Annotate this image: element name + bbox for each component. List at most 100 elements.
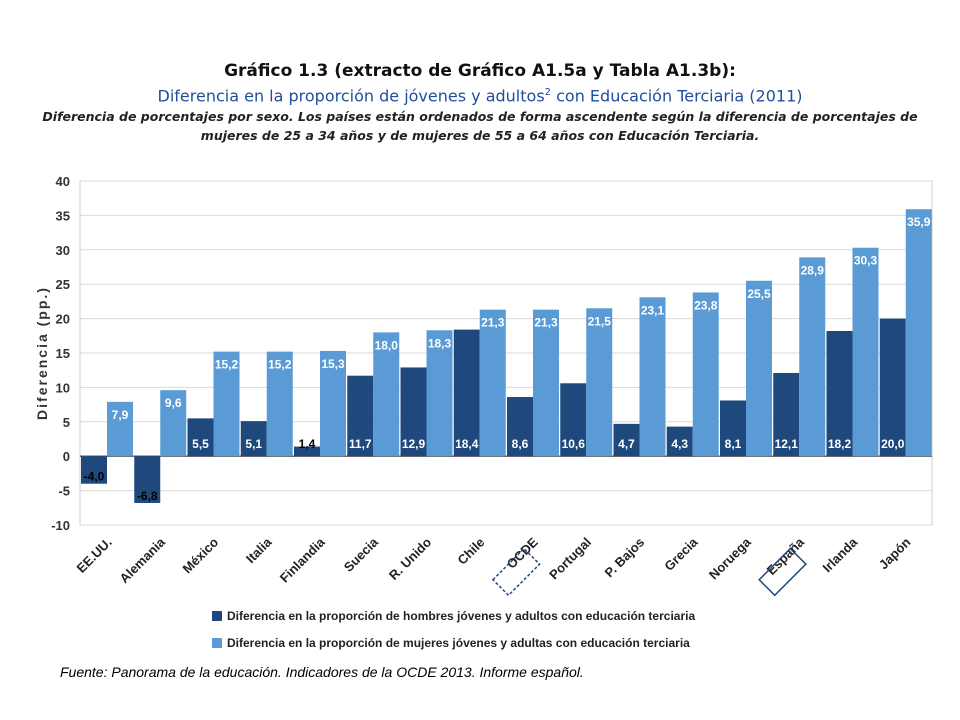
data-label: 28,9 (801, 263, 825, 277)
bar-series1 (453, 329, 480, 457)
bar-series2 (905, 209, 932, 457)
data-label: 7,9 (112, 408, 129, 422)
bar-series1 (81, 456, 107, 484)
source-note: Fuente: Panorama de la educación. Indica… (60, 664, 584, 680)
x-tick-label: México (179, 534, 221, 576)
legend-label: Diferencia en la proporción de hombres j… (227, 609, 695, 623)
bar-series2 (852, 247, 879, 457)
bar-series1 (187, 418, 214, 457)
bar-series1 (134, 456, 161, 503)
x-tick-label: OCDE (504, 534, 541, 571)
data-label: -6,8 (137, 489, 158, 503)
bar-series1 (613, 423, 640, 457)
data-label: 1,4 (299, 437, 316, 451)
data-label: 9,6 (165, 396, 182, 410)
y-tick-label: 35 (56, 208, 70, 223)
x-tick-label: P. Bajos (602, 535, 648, 581)
bar-series1 (400, 367, 427, 457)
chart-description: Diferencia de porcentajes por sexo. Los … (42, 109, 918, 144)
bar-series2 (586, 308, 613, 457)
x-tick-label: Finlandia (277, 534, 328, 585)
data-label: 23,1 (641, 303, 665, 317)
y-tick-label: 10 (56, 380, 70, 395)
data-label: 30,3 (854, 254, 878, 268)
data-label: 15,2 (268, 358, 292, 372)
data-label: 15,2 (215, 358, 239, 372)
data-label: 35,9 (907, 215, 931, 229)
bar-series1 (666, 426, 693, 457)
data-label: 11,7 (349, 437, 372, 451)
data-label: 12,9 (402, 437, 426, 451)
data-label: 10,6 (562, 437, 586, 451)
bar-series2 (266, 351, 293, 457)
data-label: 20,0 (881, 437, 905, 451)
chart-title: Gráfico 1.3 (extracto de Gráfico A1.5a y… (224, 61, 736, 81)
bar-series1 (720, 400, 746, 457)
data-label: 21,3 (481, 316, 505, 330)
x-tick-label: Chile (454, 535, 487, 568)
bar-series1 (560, 383, 587, 457)
legend-swatch (212, 638, 222, 648)
bar-series1 (773, 372, 800, 457)
bar-series2 (746, 280, 772, 457)
data-label: -4,0 (84, 470, 105, 484)
data-label: 8,6 (512, 437, 529, 451)
bar-series1 (240, 421, 267, 457)
highlight-box (758, 547, 807, 597)
x-tick-label: Grecia (661, 534, 701, 574)
bar-series2 (213, 351, 240, 457)
data-label: 18,0 (375, 338, 399, 352)
chart-subtitle-text: Diferencia en la proporción de jóvenes y… (157, 86, 545, 106)
bar-series2 (692, 292, 719, 457)
y-tick-label: 25 (56, 277, 70, 292)
legend-label: Diferencia en la proporción de mujeres j… (227, 636, 690, 650)
x-tick-label: Portugal (546, 535, 594, 583)
chart-subtitle: Diferencia en la proporción de jóvenes y… (0, 82, 960, 107)
bar-series2 (533, 309, 559, 457)
data-label: 5,1 (245, 437, 262, 451)
bar-series1 (347, 375, 374, 457)
data-label: 21,5 (588, 314, 612, 328)
bar-series2 (160, 390, 187, 457)
y-tick-label: 0 (63, 449, 70, 464)
y-tick-label: 5 (63, 415, 70, 430)
data-label: 18,3 (428, 336, 452, 350)
y-axis-label: Diferencia (pp.) (34, 286, 50, 420)
data-label: 8,1 (725, 437, 742, 451)
bar-chart: -10 -5 0 5 10 15 20 25 30 35 40 Diferencia (pp.) -4,… (34, 174, 933, 650)
x-tick-label: Noruega (706, 534, 754, 582)
x-tick-label: España (764, 534, 808, 578)
data-label: 4,3 (671, 437, 688, 451)
bar-series2 (799, 257, 826, 457)
bar-series1 (507, 397, 533, 457)
data-label: 25,5 (747, 287, 771, 301)
x-tick-label: EE.UU. (73, 535, 114, 576)
data-label: 15,3 (321, 357, 345, 371)
data-label: 23,8 (694, 298, 718, 312)
y-tick-label: -5 (58, 484, 70, 499)
bar-series2 (320, 350, 346, 457)
data-label: 21,3 (534, 316, 558, 330)
y-tick-label: 40 (56, 174, 70, 189)
bar-series2 (426, 330, 453, 457)
data-label: 18,4 (455, 437, 479, 451)
chart-subtitle-text-end: con Educación Terciaria (2011) (551, 86, 803, 106)
x-tick-label: Suecia (341, 534, 382, 575)
chart-subtitle-footnote: 2 (544, 87, 552, 98)
x-tick-label: Irlanda (819, 534, 860, 575)
x-tick-label: Italia (243, 534, 275, 566)
bar-series1 (826, 330, 853, 457)
y-tick-label: 15 (56, 346, 70, 361)
x-tick-label: Japón (876, 534, 914, 572)
bar-series1 (294, 446, 320, 457)
bar-series2 (373, 332, 400, 457)
y-tick-label: 20 (56, 312, 70, 327)
data-label: 12,1 (775, 437, 799, 451)
bar-series1 (879, 318, 906, 457)
bar-series2 (639, 297, 666, 457)
legend-swatch (212, 611, 222, 621)
data-label: 5,5 (192, 437, 209, 451)
chart-title-block: Gráfico 1.3 (extracto de Gráfico A1.5a y… (0, 60, 960, 145)
data-label: 4,7 (618, 437, 635, 451)
y-tick-label: -10 (51, 518, 70, 533)
